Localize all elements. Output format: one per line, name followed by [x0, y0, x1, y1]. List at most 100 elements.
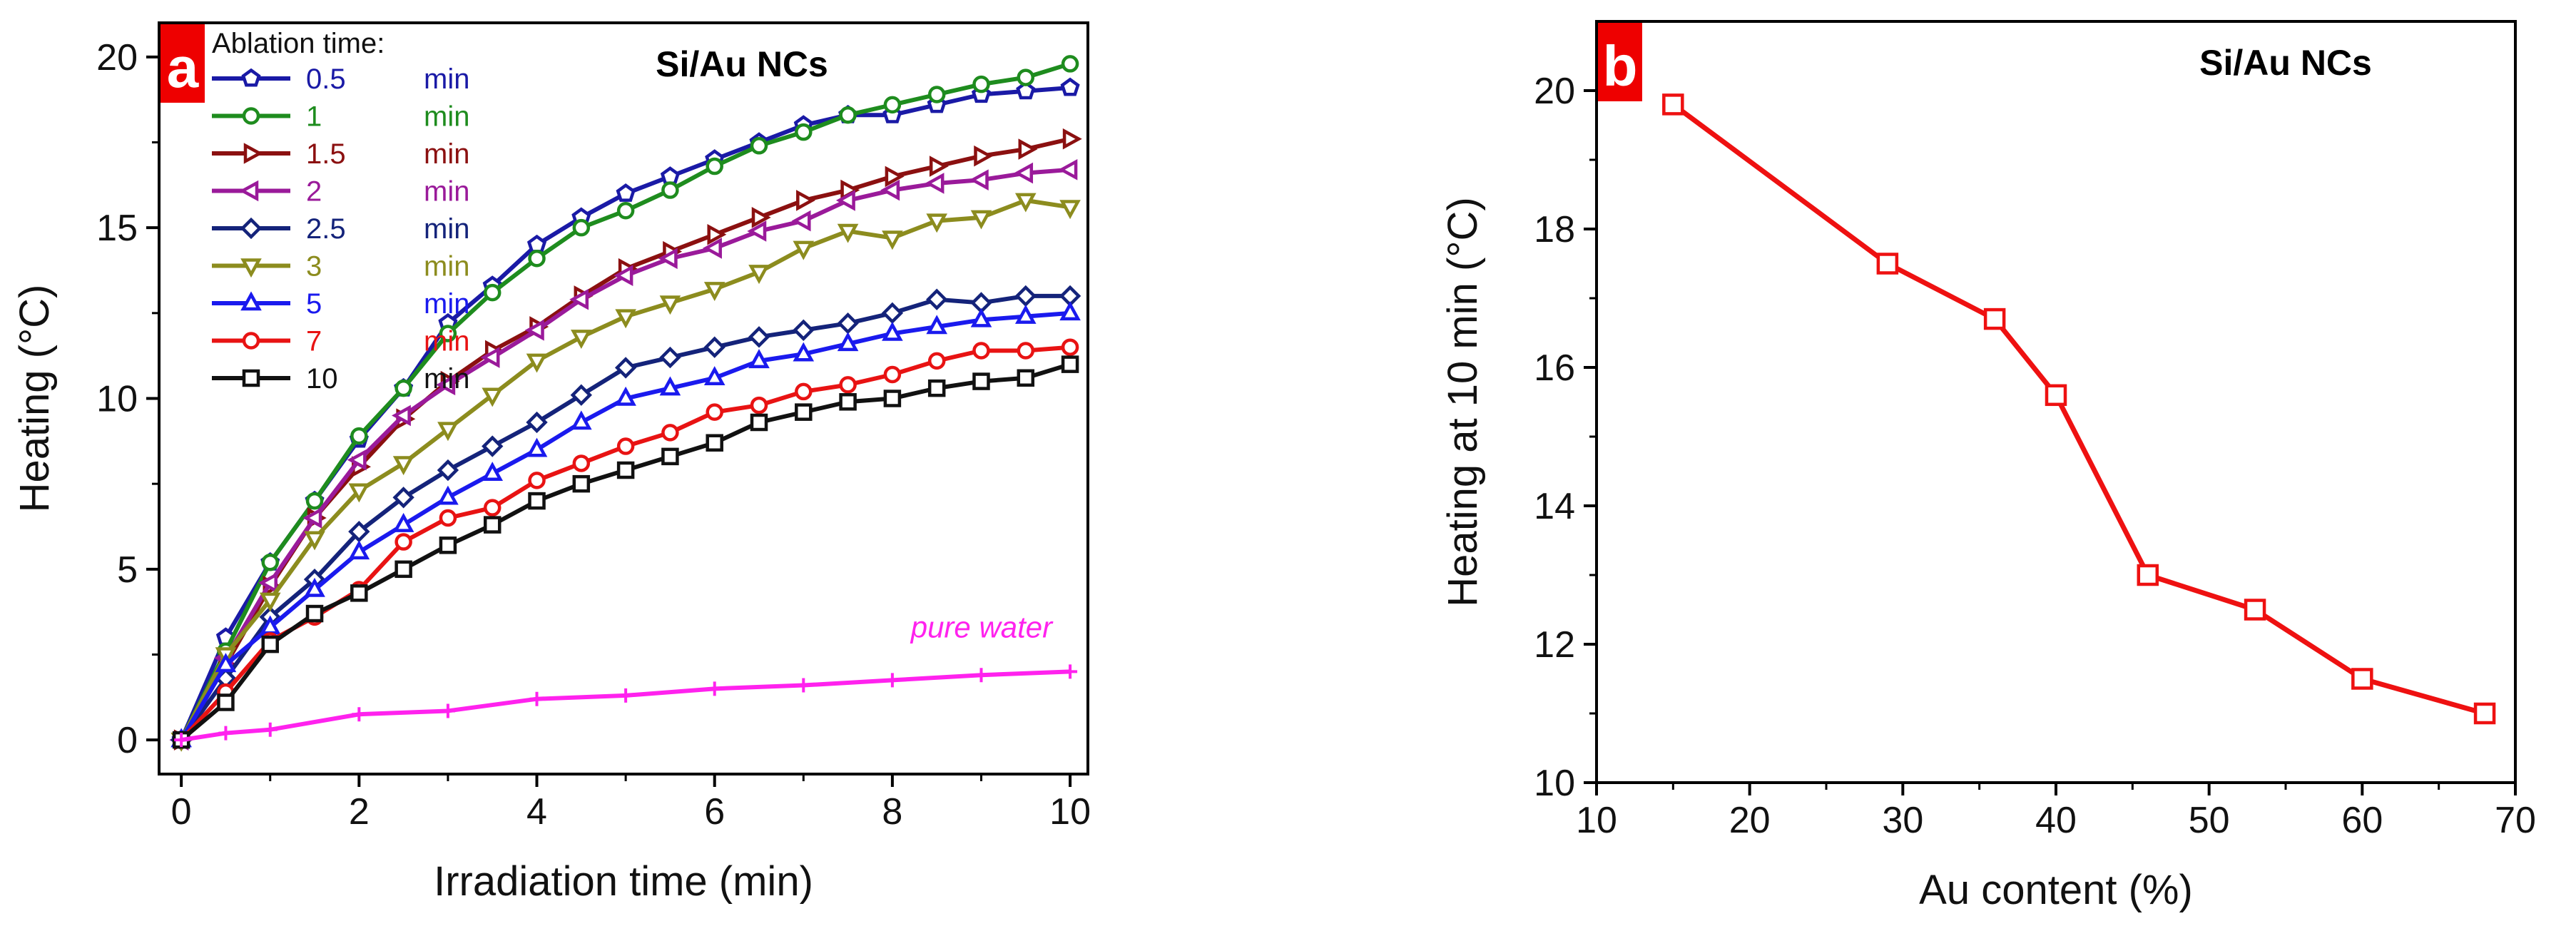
- data-point[interactable]: [347, 449, 367, 471]
- data-point[interactable]: [796, 190, 815, 211]
- data-point[interactable]: [661, 447, 679, 466]
- data-point[interactable]: [1058, 159, 1078, 180]
- data-point[interactable]: [526, 234, 547, 253]
- data-point[interactable]: [750, 396, 768, 415]
- data-point[interactable]: [392, 487, 414, 509]
- data-point[interactable]: [703, 238, 722, 259]
- data-point[interactable]: [616, 437, 635, 455]
- data-point[interactable]: [572, 474, 591, 493]
- data-point[interactable]: [926, 315, 947, 335]
- data-point[interactable]: [885, 166, 905, 188]
- data-point[interactable]: [883, 390, 902, 407]
- data-point[interactable]: [439, 509, 457, 527]
- legend-marker[interactable]: [242, 107, 260, 125]
- data-point[interactable]: [1018, 138, 1038, 160]
- data-point[interactable]: [972, 75, 990, 93]
- data-point[interactable]: [350, 427, 368, 445]
- data-point[interactable]: [751, 207, 771, 228]
- data-point[interactable]: [659, 295, 681, 315]
- data-point[interactable]: [970, 307, 992, 327]
- data-point[interactable]: [1059, 301, 1081, 321]
- data-point[interactable]: [350, 584, 368, 602]
- data-point[interactable]: [658, 248, 678, 270]
- data-point[interactable]: [258, 572, 278, 594]
- data-point[interactable]: [793, 319, 815, 341]
- data-point[interactable]: [1014, 285, 1037, 307]
- data-point[interactable]: [529, 691, 544, 706]
- data-point[interactable]: [2244, 599, 2266, 621]
- data-point[interactable]: [615, 309, 636, 329]
- data-point[interactable]: [616, 183, 636, 202]
- data-point[interactable]: [217, 693, 235, 711]
- data-point[interactable]: [616, 461, 635, 479]
- data-point[interactable]: [2137, 564, 2159, 586]
- data-point[interactable]: [661, 424, 679, 442]
- data-point[interactable]: [1059, 200, 1081, 220]
- data-point[interactable]: [394, 560, 412, 579]
- data-point[interactable]: [572, 218, 591, 237]
- data-point[interactable]: [1014, 193, 1037, 213]
- data-point[interactable]: [348, 520, 370, 543]
- data-point[interactable]: [883, 96, 902, 114]
- data-point[interactable]: [795, 382, 813, 401]
- data-point[interactable]: [1062, 128, 1082, 150]
- data-point[interactable]: [1876, 253, 1899, 275]
- data-point[interactable]: [352, 707, 367, 722]
- data-point[interactable]: [1016, 81, 1036, 100]
- data-point[interactable]: [1061, 55, 1079, 73]
- data-point[interactable]: [748, 265, 770, 285]
- data-point[interactable]: [439, 325, 457, 342]
- data-point[interactable]: [703, 282, 726, 302]
- data-point[interactable]: [394, 533, 412, 551]
- data-point[interactable]: [392, 456, 414, 476]
- data-point[interactable]: [261, 635, 279, 654]
- data-point[interactable]: [796, 678, 811, 693]
- data-point[interactable]: [929, 156, 949, 177]
- data-point[interactable]: [880, 179, 900, 201]
- data-point[interactable]: [750, 137, 768, 155]
- data-point[interactable]: [571, 330, 592, 350]
- data-point[interactable]: [2473, 702, 2496, 725]
- data-point[interactable]: [218, 726, 233, 741]
- data-point[interactable]: [1060, 77, 1080, 96]
- legend-marker[interactable]: [242, 332, 260, 350]
- data-point[interactable]: [483, 499, 502, 517]
- data-point[interactable]: [703, 366, 726, 386]
- data-point[interactable]: [972, 372, 990, 390]
- series-line[interactable]: [180, 669, 1071, 743]
- data-point[interactable]: [1017, 369, 1035, 387]
- data-point[interactable]: [882, 321, 903, 341]
- data-point[interactable]: [970, 210, 992, 230]
- data-point[interactable]: [572, 454, 591, 472]
- data-point[interactable]: [482, 435, 504, 457]
- data-point[interactable]: [793, 240, 815, 260]
- data-point[interactable]: [1061, 355, 1079, 373]
- data-point[interactable]: [837, 312, 859, 335]
- data-point[interactable]: [392, 512, 414, 532]
- data-point[interactable]: [969, 169, 989, 190]
- data-point[interactable]: [174, 733, 189, 748]
- data-point[interactable]: [618, 688, 633, 703]
- data-point[interactable]: [926, 213, 947, 233]
- data-point[interactable]: [524, 319, 544, 341]
- data-point[interactable]: [482, 387, 504, 407]
- data-point[interactable]: [703, 336, 726, 358]
- data-point[interactable]: [706, 403, 723, 421]
- data-point[interactable]: [659, 376, 681, 396]
- legend-marker[interactable]: [240, 291, 262, 311]
- data-point[interactable]: [1014, 162, 1034, 184]
- data-point[interactable]: [748, 349, 770, 369]
- legend-marker[interactable]: [242, 369, 260, 387]
- data-point[interactable]: [615, 386, 636, 406]
- data-point[interactable]: [839, 393, 857, 411]
- data-point[interactable]: [2045, 384, 2067, 407]
- data-point[interactable]: [839, 376, 857, 394]
- data-point[interactable]: [259, 592, 281, 612]
- data-point[interactable]: [835, 190, 855, 211]
- data-point[interactable]: [304, 577, 325, 597]
- data-point[interactable]: [706, 434, 723, 452]
- data-point[interactable]: [437, 485, 459, 505]
- data-point[interactable]: [569, 288, 589, 310]
- data-point[interactable]: [302, 507, 322, 529]
- data-point[interactable]: [707, 223, 727, 245]
